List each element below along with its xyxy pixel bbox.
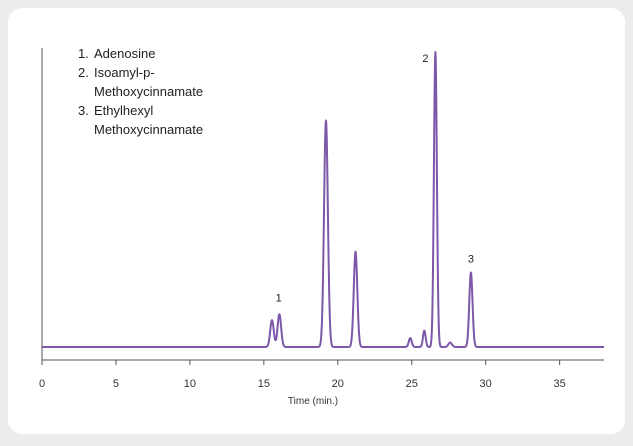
legend-item-number: 1. <box>78 46 89 61</box>
x-tick-label: 20 <box>332 378 344 390</box>
x-axis-ticks: 0 5 10 15 20 25 30 35 <box>39 360 566 390</box>
legend-item-label: Isoamyl-p-Methoxycinnamate <box>94 65 204 99</box>
x-tick-label: 10 <box>184 378 196 390</box>
compound-legend: 1. Adenosine 2. Isoamyl-p-Methoxycinnama… <box>78 44 234 139</box>
x-tick-label: 30 <box>480 378 492 390</box>
legend-item-2: 2. Isoamyl-p-Methoxycinnamate <box>78 63 234 101</box>
legend-item-number: 3. <box>78 103 89 118</box>
chart-card <box>8 8 625 434</box>
x-tick-label: 35 <box>554 378 566 390</box>
peak-labels: 1 2 3 <box>276 53 474 304</box>
peak-label: 1 <box>276 292 282 304</box>
legend-item-number: 2. <box>78 65 89 80</box>
x-tick-label: 25 <box>406 378 418 390</box>
x-axis-label: Time (min.) <box>288 396 338 407</box>
legend-item-3: 3. Ethylhexyl Methoxycinnamate <box>78 101 234 139</box>
chromatogram-trace <box>41 51 605 349</box>
peak-label: 3 <box>468 254 474 266</box>
legend-item-label: Adenosine <box>94 46 156 61</box>
x-tick-label: 0 <box>39 378 45 390</box>
legend-item-1: 1. Adenosine <box>78 44 234 63</box>
x-tick-label: 5 <box>113 378 119 390</box>
x-tick-label: 15 <box>258 378 270 390</box>
peak-label: 2 <box>422 53 428 65</box>
legend-item-label: Ethylhexyl Methoxycinnamate <box>94 103 204 137</box>
